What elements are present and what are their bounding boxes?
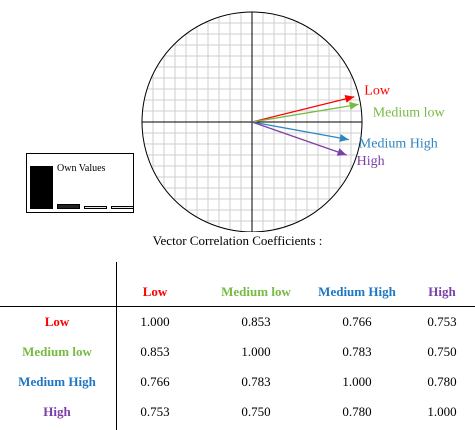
- table-cell: 0.750: [241, 404, 271, 419]
- table-cell: 0.853: [241, 314, 271, 329]
- own-values-title: Own Values: [57, 163, 106, 174]
- table-cell: 0.780: [427, 374, 457, 389]
- row-header: High: [43, 404, 71, 419]
- vector-layer: Low Medium low Medium High High: [251, 84, 446, 169]
- vector-medium-low: [251, 103, 359, 123]
- column-header: Low: [142, 284, 168, 299]
- table-row-label-divider: [116, 262, 117, 430]
- vector-label-medium-low: Medium low: [373, 105, 446, 120]
- arrowhead-low: [344, 94, 355, 103]
- vector-low: [251, 96, 355, 123]
- table-cell: 0.766: [140, 374, 170, 389]
- column-header: Medium low: [221, 284, 291, 299]
- vector-label-medium-high: Medium High: [359, 137, 438, 152]
- table-cell: 0.753: [427, 314, 457, 329]
- row-header: Low: [44, 314, 70, 329]
- arrowhead-medium-high: [339, 134, 349, 142]
- table-cell: 1.000: [342, 374, 372, 389]
- row-header: Medium High: [18, 374, 96, 389]
- table-cell: 0.750: [427, 344, 457, 359]
- correlation-circle-plot: Low Medium low Medium High High: [141, 11, 446, 232]
- own-value-bar: [57, 204, 80, 209]
- own-values-chart: Own Values: [26, 153, 134, 213]
- column-header: High: [428, 284, 456, 299]
- table-title: Vector Correlation Coefficients :: [152, 233, 323, 248]
- column-header: Medium High: [318, 284, 396, 299]
- table-header-divider: [0, 306, 475, 307]
- table-cell: 1.000: [241, 344, 271, 359]
- vector-medium-high: [251, 121, 349, 141]
- vector-label-low: Low: [364, 84, 391, 99]
- table-cell: 0.780: [342, 404, 372, 419]
- vector-label-high: High: [357, 154, 385, 169]
- table-cell: 0.766: [342, 314, 372, 329]
- table-cell: 0.783: [342, 344, 372, 359]
- table-cell: 1.000: [140, 314, 170, 329]
- table-cell: 0.853: [140, 344, 170, 359]
- own-value-bar: [30, 166, 53, 209]
- table-cell: 0.783: [241, 374, 271, 389]
- arrowhead-medium-low: [349, 101, 359, 110]
- vector-high: [251, 121, 347, 156]
- arrowhead-high: [336, 148, 347, 156]
- table-cell: 0.753: [140, 404, 170, 419]
- own-value-bar: [111, 206, 134, 209]
- row-header: Medium low: [22, 344, 92, 359]
- own-value-bar: [84, 206, 107, 209]
- table-cell: 1.000: [427, 404, 457, 419]
